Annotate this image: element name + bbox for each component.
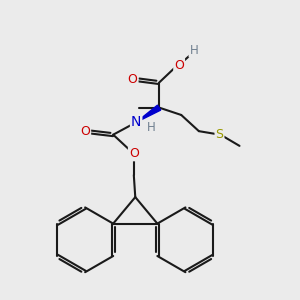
Text: H: H (190, 44, 198, 57)
Text: O: O (128, 73, 138, 86)
Text: S: S (215, 128, 223, 141)
Text: O: O (129, 147, 139, 160)
Text: H: H (147, 121, 156, 134)
Text: O: O (80, 125, 90, 138)
Polygon shape (136, 105, 161, 122)
Text: O: O (174, 59, 184, 72)
Text: N: N (131, 115, 141, 129)
